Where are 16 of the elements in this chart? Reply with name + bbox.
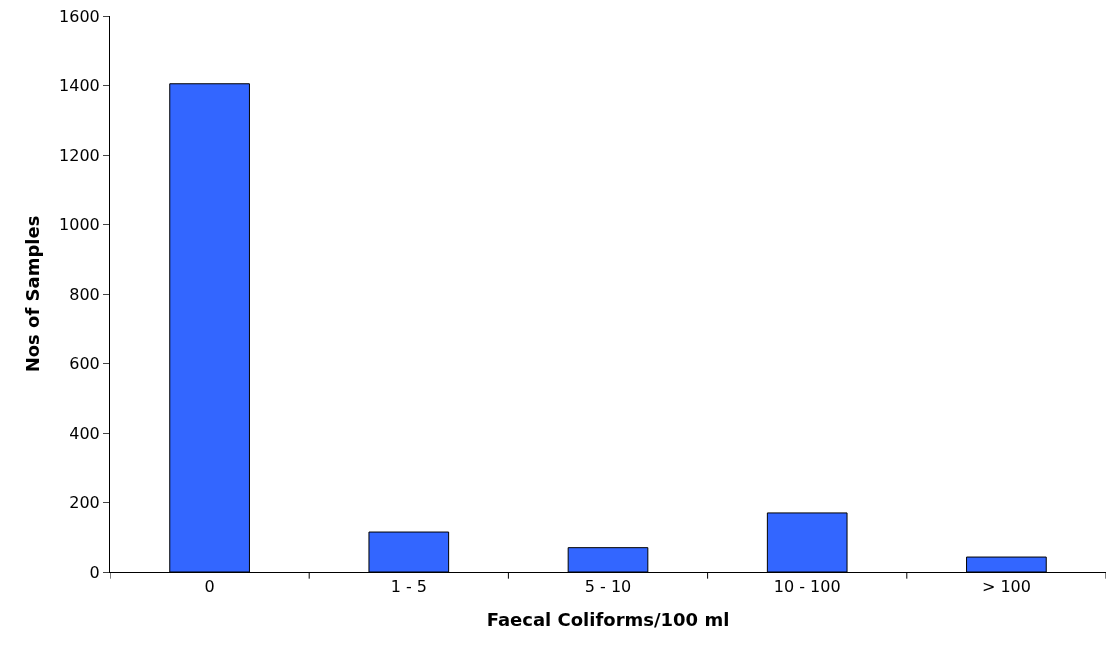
y-tick-label: 800 — [69, 284, 100, 304]
y-tick-label: 200 — [69, 493, 100, 513]
y-tick-label: 600 — [69, 354, 100, 374]
x-tick-label: 10 - 100 — [773, 577, 841, 597]
y-tick-label: 1600 — [59, 6, 100, 26]
y-tick-label: 1200 — [59, 145, 100, 165]
y-tick-label: 400 — [69, 423, 100, 443]
x-tick-label: > 100 — [981, 577, 1031, 597]
y-tick-label: 0 — [89, 562, 100, 582]
y-axis-title: Nos of Samples — [22, 215, 44, 373]
y-tick-label: 1400 — [59, 76, 100, 96]
x-tick-label: 1 - 5 — [390, 577, 427, 597]
x-tick-label: 0 — [204, 577, 215, 597]
y-tick-label: 1000 — [59, 215, 100, 235]
x-tick-label: 5 - 10 — [584, 577, 632, 597]
x-axis-title: Faecal Coliforms/100 ml — [486, 609, 730, 631]
